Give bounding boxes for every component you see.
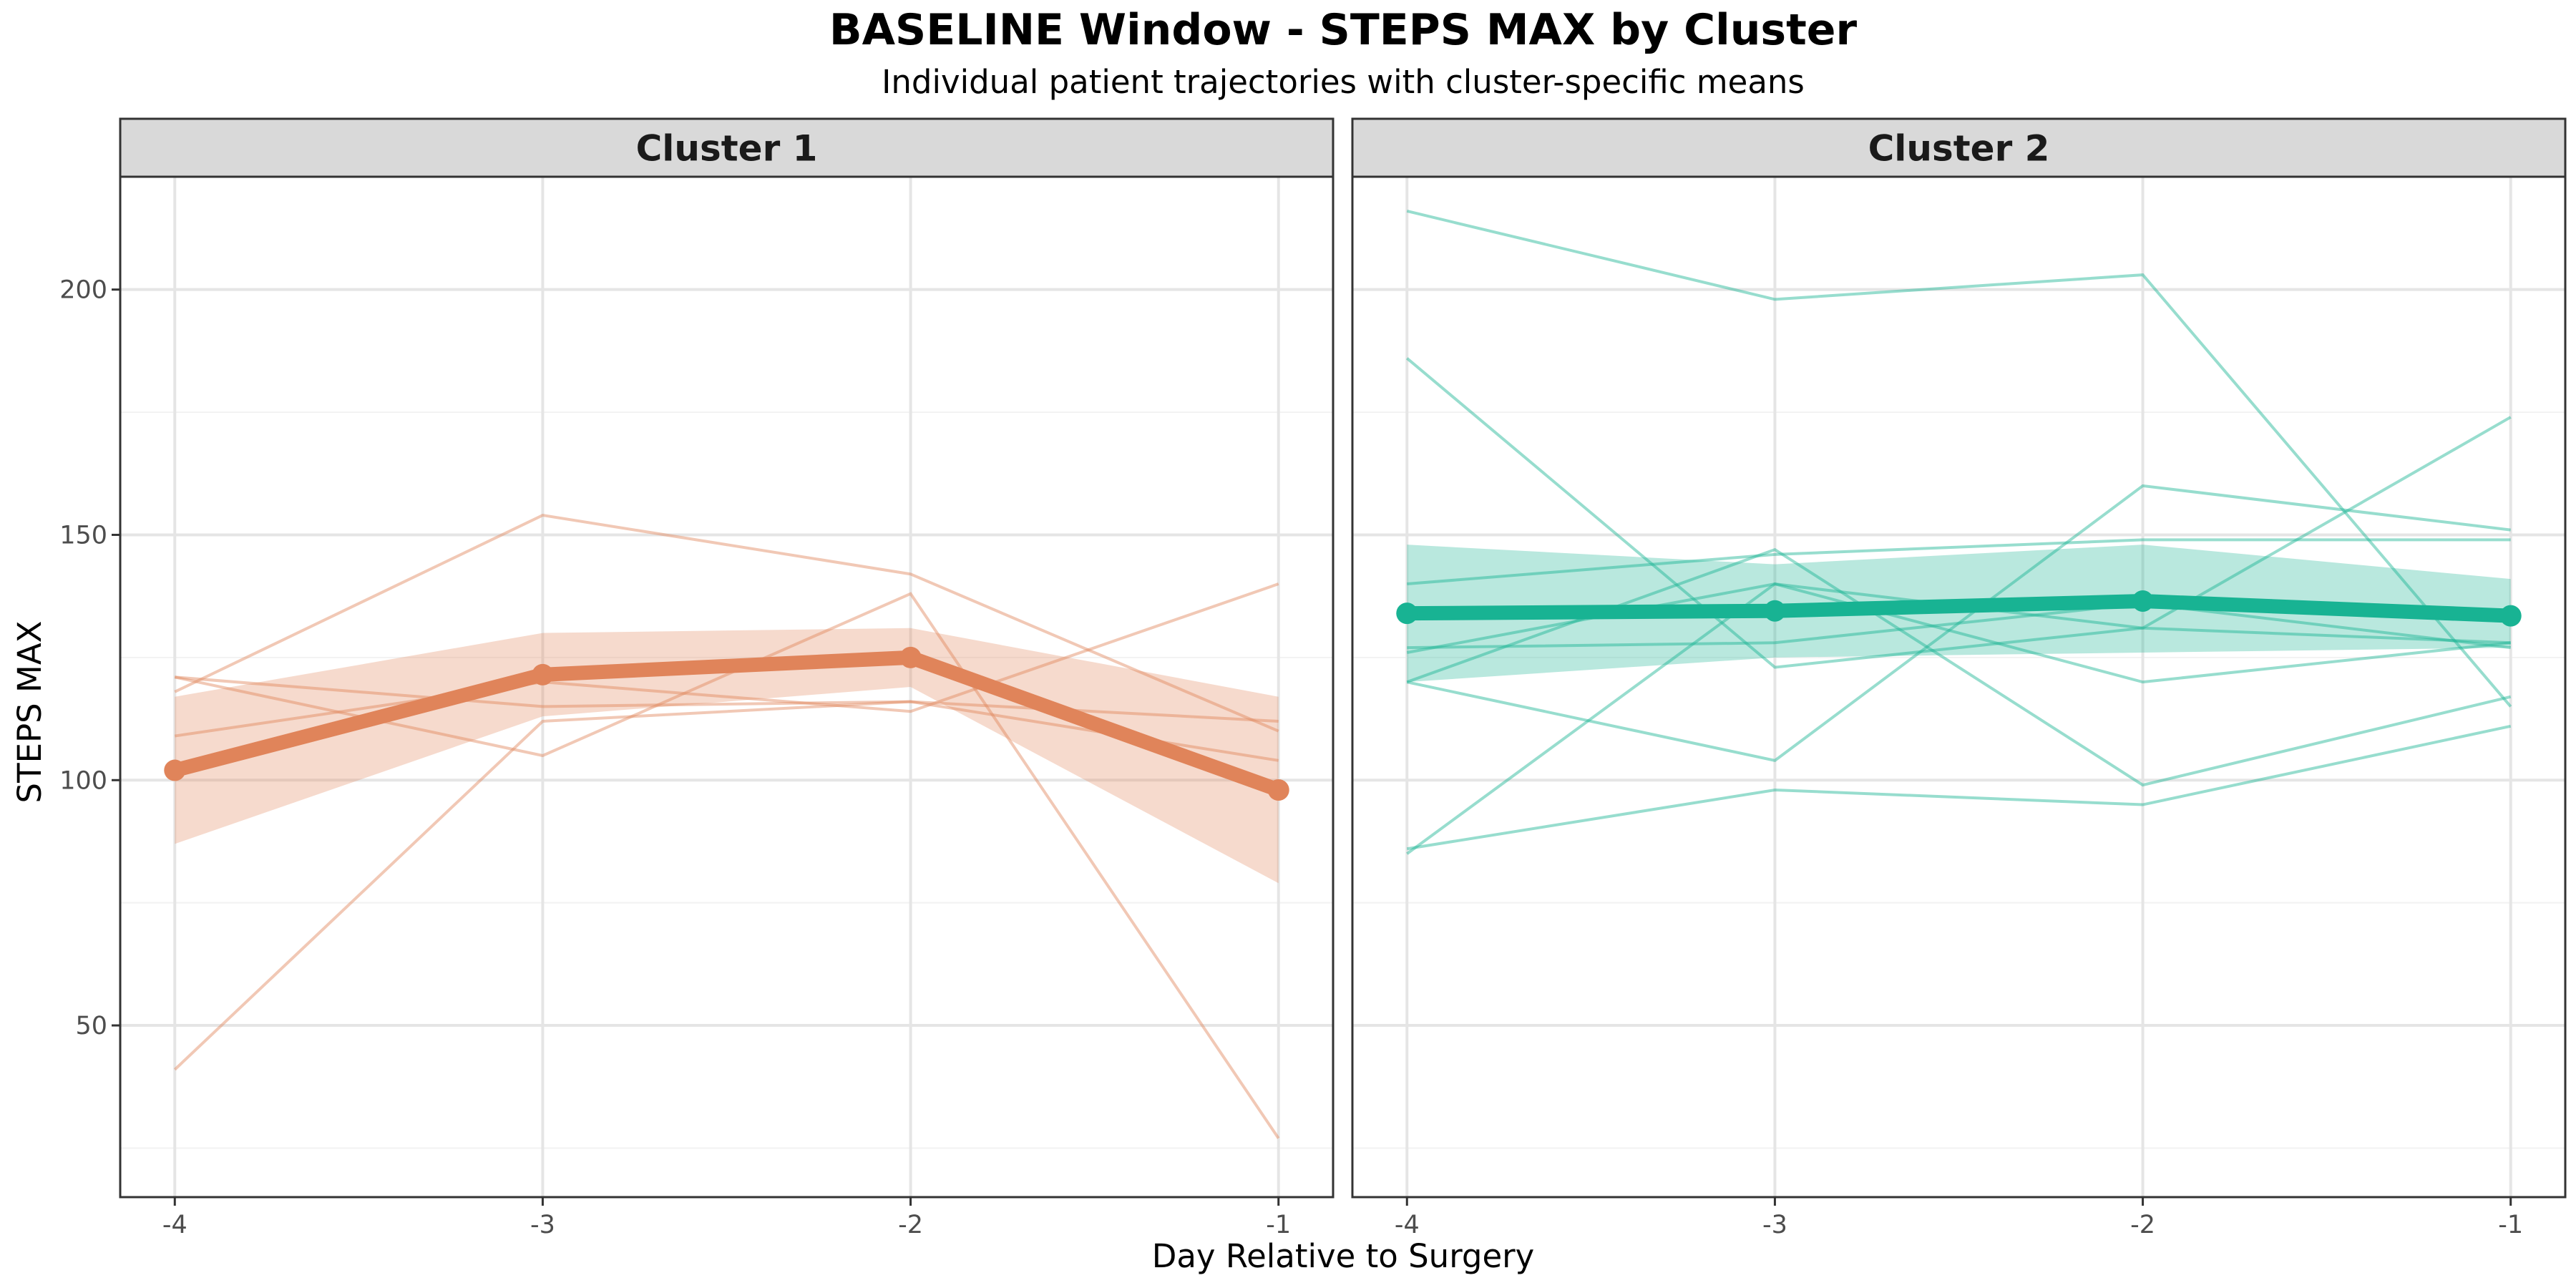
- patient-trajectory: [1407, 602, 2511, 650]
- x-tick-label: -4: [1395, 1211, 1420, 1239]
- x-tick-label: -2: [898, 1211, 923, 1239]
- cluster-mean-point: [1396, 602, 1418, 625]
- y-tick-label: 150: [59, 521, 107, 550]
- x-tick-label: -2: [2130, 1211, 2155, 1239]
- x-tick-label: -1: [2498, 1211, 2523, 1239]
- cluster-mean-point: [899, 646, 922, 668]
- patient-trajectory: [173, 700, 1279, 1071]
- chart-title: BASELINE Window - STEPS MAX by Cluster: [829, 5, 1858, 55]
- y-tick-label: 50: [75, 1012, 107, 1040]
- patient-trajectory: [174, 582, 1279, 738]
- facet-strip-label: Cluster 1: [636, 128, 818, 170]
- x-tick-label: -4: [162, 1211, 187, 1239]
- y-axis-label: STEPS MAX: [11, 621, 49, 804]
- facet-strip-label: Cluster 2: [1868, 128, 2050, 170]
- panels-layer: 50 100 150 200 Cluster 1 -4 -3 -2 -1 Cluster 2 -4 -…: [59, 117, 2567, 1239]
- chart-subtitle: Individual patient trajectories with clu…: [882, 63, 1805, 101]
- cluster-mean-point: [1764, 600, 1786, 622]
- facet-panel-1: Cluster 1 -4 -3 -2 -1: [119, 117, 1335, 1239]
- cluster-mean-line: [1400, 594, 2518, 623]
- patient-trajectory: [1406, 210, 2512, 708]
- patient-trajectory: [1406, 724, 2512, 851]
- panel-background: [120, 177, 1333, 1197]
- y-tick-label: 200: [59, 276, 107, 305]
- cluster-mean-point: [532, 663, 554, 686]
- x-tick-label: -3: [1762, 1211, 1787, 1239]
- patient-trajectory: [1406, 484, 2511, 762]
- cluster-mean-point: [164, 759, 186, 781]
- facet-strip: [119, 117, 1335, 178]
- x-tick-label: -3: [530, 1211, 555, 1239]
- patient-trajectory: [1407, 538, 2511, 586]
- y-tick-label: 100: [59, 766, 107, 795]
- x-axis-label: Day Relative to Surgery: [1152, 1237, 1535, 1275]
- cluster-mean-line: [167, 650, 1286, 797]
- facet-panel-2: Cluster 2 -4 -3 -2 -1: [1351, 117, 2567, 1239]
- cluster-mean-point: [1267, 779, 1289, 801]
- panel-background: [1352, 177, 2565, 1197]
- patient-trajectory: [1405, 357, 2512, 669]
- cluster-mean-point: [2132, 590, 2154, 613]
- facet-strip: [1351, 117, 2567, 178]
- cluster-mean-point: [2499, 605, 2522, 627]
- patient-trajectory: [174, 513, 1279, 733]
- x-tick-label: -1: [1266, 1211, 1291, 1239]
- confidence-ribbon: [1407, 545, 2511, 683]
